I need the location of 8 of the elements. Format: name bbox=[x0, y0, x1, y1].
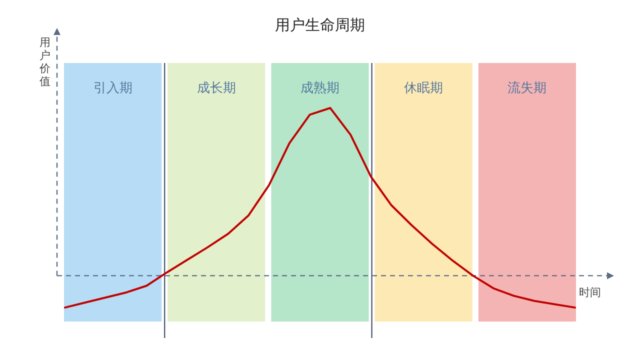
text: 休眠期 bbox=[404, 81, 444, 96]
text: 成熟期 bbox=[300, 81, 340, 96]
chart-title: 用户生命周期 bbox=[275, 16, 365, 34]
y-axis-title: 用户价值 bbox=[38, 36, 50, 88]
x-axis-title: 时间 bbox=[579, 286, 601, 299]
text: 成长期 bbox=[196, 81, 236, 96]
text: 引入期 bbox=[93, 81, 132, 96]
text: 流失期 bbox=[508, 80, 547, 96]
